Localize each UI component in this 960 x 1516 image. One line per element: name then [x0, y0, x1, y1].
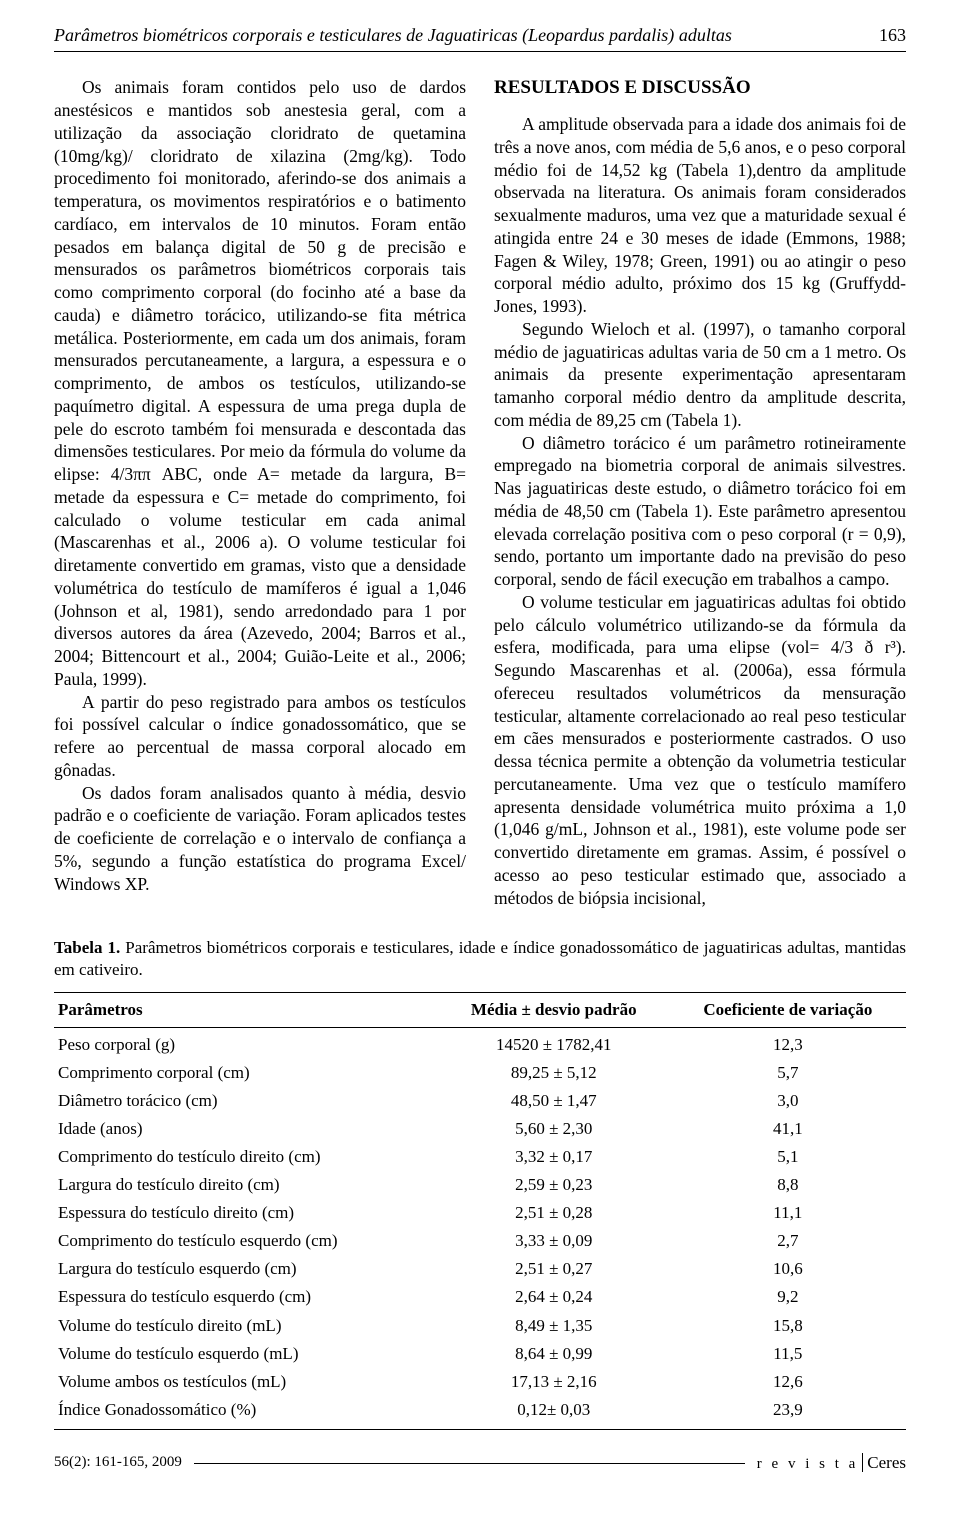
- cell-param: Largura do testículo direito (cm): [54, 1171, 438, 1199]
- cell-param: Comprimento do testículo direito (cm): [54, 1143, 438, 1171]
- right-p2: Segundo Wieloch et al. (1997), o tamanho…: [494, 318, 906, 432]
- running-title: Parâmetros biométricos corporais e testi…: [54, 24, 732, 47]
- table-row: Volume ambos os testículos (mL)17,13 ± 2…: [54, 1368, 906, 1396]
- cell-mean: 0,12± 0,03: [438, 1396, 670, 1430]
- cell-mean: 8,64 ± 0,99: [438, 1340, 670, 1368]
- cell-mean: 3,32 ± 0,17: [438, 1143, 670, 1171]
- page-number: 163: [879, 24, 906, 47]
- table-row: Comprimento corporal (cm)89,25 ± 5,125,7: [54, 1059, 906, 1087]
- cell-mean: 2,51 ± 0,28: [438, 1199, 670, 1227]
- cell-param: Largura do testículo esquerdo (cm): [54, 1255, 438, 1283]
- table-row: Largura do testículo direito (cm)2,59 ± …: [54, 1171, 906, 1199]
- table-row: Peso corporal (g)14520 ± 1782,4112,3: [54, 1027, 906, 1059]
- left-p2: A partir do peso registrado para ambos o…: [54, 691, 466, 782]
- table-body: Peso corporal (g)14520 ± 1782,4112,3Comp…: [54, 1027, 906, 1429]
- data-table: Parâmetros Média ± desvio padrão Coefici…: [54, 992, 906, 1430]
- cell-mean: 14520 ± 1782,41: [438, 1027, 670, 1059]
- cell-param: Espessura do testículo direito (cm): [54, 1199, 438, 1227]
- body-columns: Os animais foram contidos pelo uso de da…: [54, 76, 906, 909]
- cell-param: Comprimento do testículo esquerdo (cm): [54, 1227, 438, 1255]
- right-p3: O diâmetro torácico é um parâmetro rotin…: [494, 432, 906, 591]
- cell-cv: 11,1: [670, 1199, 906, 1227]
- section-heading: RESULTADOS E DISCUSSÃO: [494, 76, 906, 101]
- running-title-plain: Parâmetros biométricos corporais e testi…: [54, 25, 522, 45]
- footer-right: r e v i s t aCeres: [757, 1452, 906, 1475]
- footer-left: 56(2): 161-165, 2009: [54, 1453, 182, 1473]
- footer-brand: Ceres: [862, 1453, 906, 1472]
- table-row: Índice Gonadossomático (%)0,12± 0,0323,9: [54, 1396, 906, 1430]
- table-caption: Tabela 1. Parâmetros biométricos corpora…: [54, 937, 906, 981]
- cell-param: Espessura do testículo esquerdo (cm): [54, 1283, 438, 1311]
- table-row: Comprimento do testículo esquerdo (cm)3,…: [54, 1227, 906, 1255]
- table-row: Comprimento do testículo direito (cm)3,3…: [54, 1143, 906, 1171]
- right-p1: A amplitude observada para a idade dos a…: [494, 113, 906, 318]
- cell-param: Volume do testículo esquerdo (mL): [54, 1340, 438, 1368]
- cell-param: Volume do testículo direito (mL): [54, 1312, 438, 1340]
- cell-mean: 48,50 ± 1,47: [438, 1087, 670, 1115]
- cell-mean: 17,13 ± 2,16: [438, 1368, 670, 1396]
- col-header-1: Parâmetros: [54, 992, 438, 1027]
- table-caption-text: Parâmetros biométricos corporais e testi…: [54, 938, 906, 979]
- cell-mean: 2,64 ± 0,24: [438, 1283, 670, 1311]
- table-row: Diâmetro torácico (cm)48,50 ± 1,473,0: [54, 1087, 906, 1115]
- cell-mean: 3,33 ± 0,09: [438, 1227, 670, 1255]
- col-header-2: Média ± desvio padrão: [438, 992, 670, 1027]
- cell-cv: 10,6: [670, 1255, 906, 1283]
- cell-mean: 8,49 ± 1,35: [438, 1312, 670, 1340]
- left-p3: Os dados foram analisados quanto à média…: [54, 782, 466, 896]
- cell-cv: 5,7: [670, 1059, 906, 1087]
- cell-cv: 3,0: [670, 1087, 906, 1115]
- cell-param: Idade (anos): [54, 1115, 438, 1143]
- table-head: Parâmetros Média ± desvio padrão Coefici…: [54, 992, 906, 1027]
- cell-cv: 23,9: [670, 1396, 906, 1430]
- cell-param: Comprimento corporal (cm): [54, 1059, 438, 1087]
- cell-cv: 9,2: [670, 1283, 906, 1311]
- table-row: Espessura do testículo direito (cm)2,51 …: [54, 1199, 906, 1227]
- footer-revista: r e v i s t a: [757, 1456, 858, 1472]
- cell-cv: 2,7: [670, 1227, 906, 1255]
- cell-mean: 2,59 ± 0,23: [438, 1171, 670, 1199]
- cell-mean: 2,51 ± 0,27: [438, 1255, 670, 1283]
- left-p1: Os animais foram contidos pelo uso de da…: [54, 76, 466, 690]
- left-column: Os animais foram contidos pelo uso de da…: [54, 76, 466, 909]
- cell-param: Índice Gonadossomático (%): [54, 1396, 438, 1430]
- cell-mean: 5,60 ± 2,30: [438, 1115, 670, 1143]
- table-row: Idade (anos)5,60 ± 2,3041,1: [54, 1115, 906, 1143]
- cell-cv: 11,5: [670, 1340, 906, 1368]
- cell-mean: 89,25 ± 5,12: [438, 1059, 670, 1087]
- cell-cv: 41,1: [670, 1115, 906, 1143]
- footer-rule: [194, 1463, 745, 1464]
- right-column: RESULTADOS E DISCUSSÃO A amplitude obser…: [494, 76, 906, 909]
- right-p4: O volume testicular em jaguatiricas adul…: [494, 591, 906, 910]
- page-footer: 56(2): 161-165, 2009 r e v i s t aCeres: [54, 1452, 906, 1475]
- cell-cv: 15,8: [670, 1312, 906, 1340]
- running-title-italic: (Leopardus pardalis): [522, 25, 674, 45]
- cell-param: Volume ambos os testículos (mL): [54, 1368, 438, 1396]
- table-row: Largura do testículo esquerdo (cm)2,51 ±…: [54, 1255, 906, 1283]
- running-title-tail: adultas: [674, 25, 732, 45]
- cell-param: Diâmetro torácico (cm): [54, 1087, 438, 1115]
- cell-cv: 12,6: [670, 1368, 906, 1396]
- table-caption-label: Tabela 1.: [54, 938, 120, 957]
- table-row: Volume do testículo esquerdo (mL)8,64 ± …: [54, 1340, 906, 1368]
- cell-param: Peso corporal (g): [54, 1027, 438, 1059]
- cell-cv: 12,3: [670, 1027, 906, 1059]
- table-row: Volume do testículo direito (mL)8,49 ± 1…: [54, 1312, 906, 1340]
- col-header-3: Coeficiente de variação: [670, 992, 906, 1027]
- cell-cv: 5,1: [670, 1143, 906, 1171]
- running-head: Parâmetros biométricos corporais e testi…: [54, 24, 906, 52]
- cell-cv: 8,8: [670, 1171, 906, 1199]
- table-row: Espessura do testículo esquerdo (cm)2,64…: [54, 1283, 906, 1311]
